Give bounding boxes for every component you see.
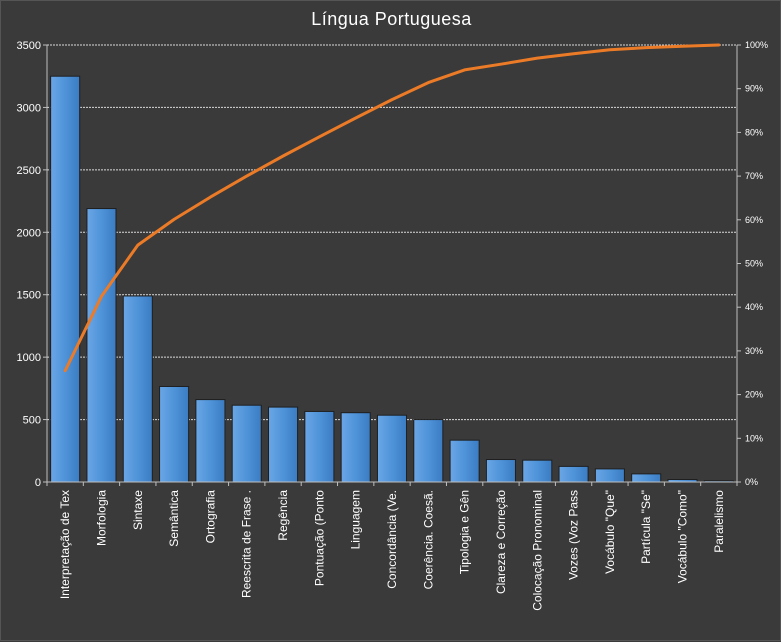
x-category-label: Vocábulo "Como": [676, 490, 690, 583]
x-category-label: Pontuação (Ponto: [312, 490, 326, 586]
y-tick-label: 3500: [17, 40, 41, 52]
axes: [43, 44, 741, 486]
x-category-label: Concordância (Ve.: [385, 490, 399, 589]
x-category-label: Regência: [276, 490, 290, 541]
x-category-label: Vocábulo "Que": [603, 490, 617, 574]
y2-tick-label: 60%: [745, 215, 763, 225]
bar: [449, 439, 480, 483]
x-category-label: Ortografia: [203, 490, 217, 544]
y-tick-label: 2500: [17, 165, 41, 177]
x-category-label: Colocação Pronominal: [530, 490, 544, 611]
y2-tick-label: 30%: [745, 346, 763, 356]
cumulative-point: [173, 218, 175, 220]
y2-tick-label: 90%: [745, 84, 763, 94]
cumulative-point: [464, 69, 466, 71]
cumulative-point: [246, 175, 248, 177]
cumulative-point: [64, 370, 66, 372]
cumulative-point: [100, 295, 102, 297]
cumulative-point: [427, 82, 429, 84]
y2-tick-label: 70%: [745, 171, 763, 181]
bar: [522, 459, 553, 483]
bar: [50, 75, 81, 483]
cumulative-point: [718, 44, 720, 46]
y2-tick-label: 10%: [745, 433, 763, 443]
cumulative-point: [536, 57, 538, 59]
x-category-label: Paralelismo: [712, 490, 726, 553]
x-category-label: Sintaxe: [131, 490, 145, 530]
bar: [268, 406, 299, 483]
x-category-label: Partícula "Se": [639, 490, 653, 564]
bar: [122, 295, 153, 483]
x-category-label: Vozes (Voz Pass: [567, 490, 581, 580]
y2-tick-label: 80%: [745, 127, 763, 137]
cumulative-point: [573, 53, 575, 55]
y2-tick-label: 100%: [745, 40, 768, 50]
bar-series: [50, 75, 734, 483]
cumulative-point: [645, 47, 647, 49]
x-category-label: Clareza e Correção: [494, 490, 508, 594]
bar: [376, 414, 408, 483]
cumulative-point: [609, 49, 611, 51]
bar: [340, 412, 371, 483]
x-category-label: Coerência. Coesã.: [421, 490, 435, 589]
bar: [86, 208, 117, 483]
cumulative-point: [391, 99, 393, 101]
x-category-label: Tipologia e Gên: [458, 490, 472, 574]
y-tick-label: 1000: [17, 352, 41, 364]
y2-tick-label: 50%: [745, 259, 763, 269]
cumulative-point: [500, 63, 502, 65]
x-category-label: Morfologia: [94, 490, 108, 546]
bar: [413, 419, 444, 483]
cumulative-point: [137, 244, 139, 246]
chart-title: Língua Portuguesa: [311, 9, 472, 29]
bar: [304, 410, 335, 483]
y2-axis-tick-labels: 0% 10% 20% 30% 40% 50% 60% 70% 80% 90% 100%: [745, 40, 768, 487]
y-axis-tick-labels: 0 500 1000 1500 2000 2500 3000 3500: [17, 40, 41, 489]
cumulative-point: [355, 117, 357, 119]
cumulative-point: [318, 136, 320, 138]
cumulative-line: [63, 43, 721, 373]
bar: [159, 385, 190, 483]
cumulative-point: [682, 45, 684, 47]
bar: [195, 399, 226, 483]
cumulative-line-series: [63, 43, 721, 373]
cumulative-point: [209, 196, 211, 198]
x-category-label: Semântica: [167, 490, 181, 547]
cumulative-point: [282, 155, 284, 157]
bar: [594, 468, 625, 483]
x-category-label: Linguagem: [349, 490, 363, 549]
y2-tick-label: 40%: [745, 302, 763, 312]
x-category-label: Interpretação de Tex: [58, 490, 72, 599]
y-tick-label: 1500: [17, 290, 41, 302]
bar: [631, 473, 662, 483]
y-tick-label: 3000: [17, 102, 41, 114]
bar: [231, 404, 262, 483]
y-tick-label: 0: [35, 477, 41, 489]
y-tick-label: 500: [23, 415, 41, 427]
bar: [558, 465, 589, 483]
y2-tick-label: 20%: [745, 390, 763, 400]
y2-tick-label: 0%: [745, 477, 758, 487]
x-category-label: Reescrita de Frase .: [240, 490, 254, 598]
bar: [485, 459, 516, 483]
y-tick-label: 2000: [17, 227, 41, 239]
x-axis-category-labels: Interpretação de Tex Morfologia Sintaxe Sem…: [58, 490, 726, 611]
